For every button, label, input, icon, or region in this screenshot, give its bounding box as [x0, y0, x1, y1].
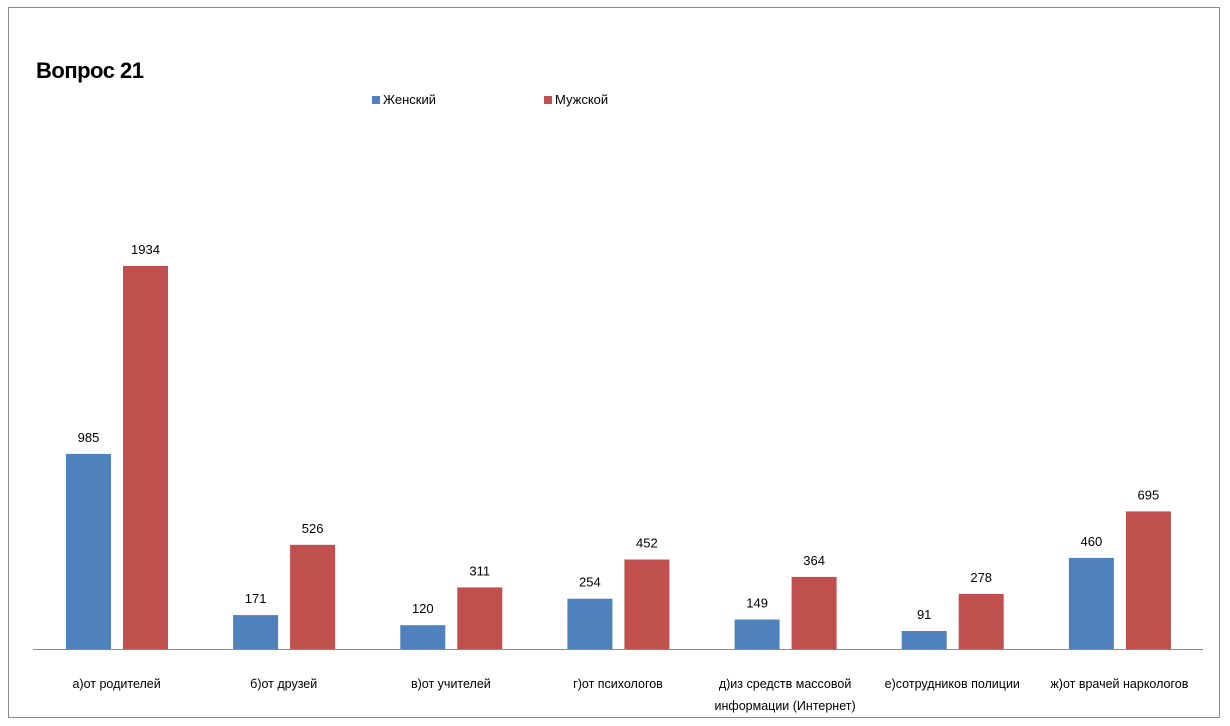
bar-male-4: [791, 576, 837, 649]
data-label-female-2: 120: [412, 601, 434, 616]
data-label-female-0: 985: [78, 430, 100, 445]
data-label-female-3: 254: [579, 575, 601, 590]
bar-male-1: [290, 544, 336, 649]
data-label-male-6: 695: [1138, 487, 1160, 502]
chart-title: Вопрос 21: [36, 58, 144, 83]
legend-item-female: Женский: [372, 92, 436, 107]
category-label-5: е)сотрудников полиции: [885, 677, 1020, 691]
legend-swatch-male: [544, 95, 552, 104]
data-label-male-2: 311: [469, 563, 490, 578]
data-label-male-3: 452: [636, 536, 658, 551]
bar-male-6: [1125, 511, 1171, 649]
bar-female-2: [400, 625, 446, 649]
bar-male-0: [123, 266, 168, 649]
category-label-0: а)от родителей: [72, 677, 160, 691]
bar-male-5: [958, 593, 1004, 649]
data-label-female-5: 91: [917, 607, 931, 622]
chart-frame: [8, 7, 1220, 718]
data-label-female-4: 149: [746, 596, 768, 611]
data-label-male-1: 526: [302, 521, 324, 536]
legend-label-male: Мужской: [555, 92, 609, 107]
category-label-1: б)от друзей: [250, 677, 317, 691]
bar-female-1: [233, 615, 279, 649]
category-label-6: ж)от врачей наркологов: [1050, 677, 1188, 691]
category-label-3: г)от психологов: [573, 677, 663, 691]
bar-male-2: [457, 587, 503, 649]
category-label-2: в)от учителей: [411, 677, 491, 691]
legend-item-male: Мужской: [544, 92, 608, 107]
legend-label-female: Женский: [383, 92, 436, 107]
category-label-4: д)из средств массовой информации (Интерне…: [715, 677, 856, 713]
bar-female-6: [1068, 557, 1114, 649]
legend-swatch-female: [372, 95, 380, 104]
data-label-male-4: 364: [803, 553, 825, 568]
data-label-male-0: 1934: [131, 242, 160, 257]
data-label-female-6: 460: [1081, 534, 1103, 549]
bar-female-5: [901, 631, 947, 649]
bar-male-3: [624, 559, 670, 649]
data-label-male-5: 278: [970, 570, 992, 585]
bar-female-4: [734, 619, 780, 649]
bar-female-3: [567, 598, 613, 649]
bar-female-0: [66, 453, 111, 649]
data-label-female-1: 171: [245, 591, 267, 606]
